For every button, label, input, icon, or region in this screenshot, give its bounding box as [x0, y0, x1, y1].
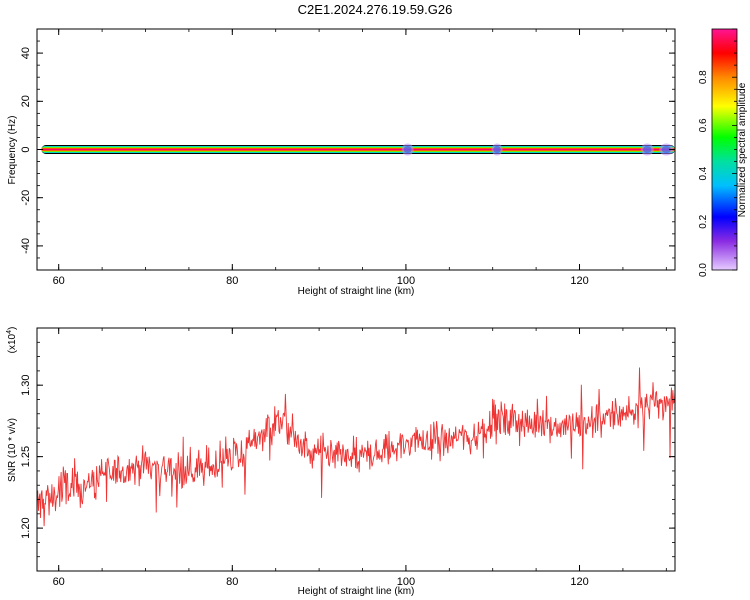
snr-series-line: [37, 367, 675, 527]
snr-x-tick-label: 100: [397, 576, 415, 588]
snr-frame: [36, 327, 676, 572]
spectrogram-y-tick-label: 40: [20, 47, 32, 59]
spectrogram-panel: 60 80 100 120 -40 -20 0 20 40 Height of straigh…: [7, 28, 676, 297]
colorbar-gradient: [712, 29, 737, 270]
snr-x-tick-label: 80: [226, 576, 238, 588]
colorbar-label: Normalized spectral amplitude: [737, 82, 748, 217]
spectrogram-y-tick-label: 0: [20, 146, 32, 152]
spectrogram-y-tick-label: 20: [20, 95, 32, 107]
spectrogram-y-tick-label: -20: [20, 190, 32, 206]
chart-title: C2E1.2024.276.19.59.G26: [297, 2, 453, 17]
spectrogram-x-tick-label: 100: [397, 275, 415, 287]
snr-scale-label: (x104): [6, 327, 18, 354]
snr-panel: 60 80 100 120 1.20 1.25 1.30 Height of straig…: [6, 327, 676, 597]
spectrogram-weak-patch-core: [642, 146, 652, 153]
colorbar-tick-label: 0.6: [698, 118, 709, 132]
spectrogram-x-tick-label: 120: [570, 275, 588, 287]
spectrogram-weak-patch-core: [661, 146, 671, 153]
colorbar-tick-label: 0.0: [698, 263, 709, 277]
snr-xlabel: Height of straight line (km): [298, 586, 415, 597]
snr-scale-prefix: (x10: [7, 333, 18, 353]
spectrogram-y-tick-label: -40: [20, 238, 32, 254]
spectrogram-weak-patch-core: [493, 146, 501, 153]
snr-scale-exponent: 4: [6, 330, 13, 334]
snr-ylabel: SNR (10 * v/v): [7, 418, 18, 482]
colorbar: 0.0 0.2 0.4 0.6 0.8 Normalized spectral ampl…: [698, 28, 748, 277]
snr-y-tick-label: 1.30: [20, 374, 32, 395]
spectrogram-weak-patch-core: [403, 146, 412, 153]
spectrogram-x-tick-label: 80: [226, 275, 238, 287]
svg-text:(x104): (x104): [6, 327, 18, 354]
snr-x-tick-label: 120: [570, 576, 588, 588]
spectrogram-ylabel: Frequency (Hz): [7, 116, 18, 185]
snr-x-tick-label: 60: [53, 576, 65, 588]
colorbar-tick-label: 0.8: [698, 70, 709, 84]
spectrogram-band-layer: [41, 148, 675, 151]
spectrogram-xlabel: Height of straight line (km): [298, 286, 415, 297]
snr-y-tick-label: 1.20: [20, 517, 32, 538]
colorbar-tick-label: 0.4: [698, 166, 709, 180]
snr-y-tick-label: 1.25: [20, 446, 32, 467]
spectrogram-x-tick-label: 60: [53, 275, 65, 287]
colorbar-tick-label: 0.2: [698, 214, 709, 228]
